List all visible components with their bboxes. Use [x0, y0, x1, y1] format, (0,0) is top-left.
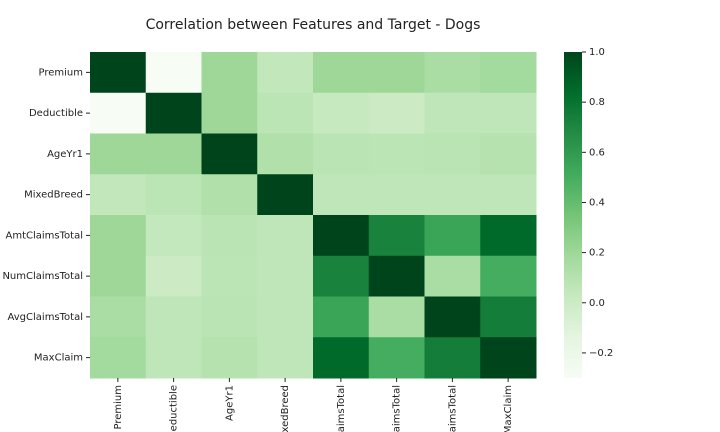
heatmap-cell — [145, 215, 202, 257]
heatmap-cell — [480, 52, 537, 94]
x-tick-label: Premium — [113, 385, 124, 430]
x-tick-label: AgeYr1 — [224, 385, 235, 421]
colorbar-tick-label: −0.2 — [589, 348, 613, 359]
heatmap-cell — [145, 296, 202, 338]
heatmap-cell — [90, 133, 147, 175]
heatmap-cell — [368, 255, 425, 297]
y-tick-label: Premium — [39, 67, 84, 78]
heatmap-cell — [145, 255, 202, 297]
heatmap-cell — [424, 255, 481, 297]
heatmap-cell — [90, 337, 147, 379]
heatmap-cell — [313, 296, 370, 338]
heatmap-cell — [313, 174, 370, 216]
heatmap-cell — [90, 174, 147, 216]
heatmap-cell — [201, 215, 258, 257]
heatmap-cell — [257, 215, 314, 257]
colorbar-tick-label: 1.0 — [589, 47, 605, 58]
heatmap-cell — [424, 133, 481, 175]
heatmap-cell — [368, 174, 425, 216]
heatmap-cell — [368, 92, 425, 134]
heatmap-cell — [480, 174, 537, 216]
heatmap-cell — [201, 133, 258, 175]
heatmap-cell — [201, 255, 258, 297]
heatmap-cell — [480, 133, 537, 175]
x-tick-label: xedBreed — [280, 385, 291, 432]
heatmap-cell — [368, 337, 425, 379]
heatmap-cell — [90, 296, 147, 338]
heatmap-cell — [368, 52, 425, 94]
y-tick-label: AgeYr1 — [47, 149, 83, 160]
heatmap-cell — [90, 92, 147, 134]
heatmap-cell — [145, 52, 202, 94]
heatmap-cell — [90, 215, 147, 257]
heatmap-cell — [145, 92, 202, 134]
heatmap-cell — [201, 52, 258, 94]
heatmap-cell — [480, 337, 537, 379]
heatmap-cell — [424, 92, 481, 134]
y-tick-label: MaxClaim — [34, 353, 83, 364]
heatmap-cell — [90, 52, 147, 94]
heatmap-cell — [201, 296, 258, 338]
heatmap-cell — [313, 255, 370, 297]
y-tick-label: Deductible — [29, 108, 83, 119]
chart-title: Correlation between Features and Target … — [146, 17, 481, 33]
heatmap-cell — [201, 174, 258, 216]
heatmap-cell — [201, 92, 258, 134]
x-tick-label: laimsTotal — [392, 385, 403, 432]
colorbar-tick-label: 0.6 — [589, 147, 605, 158]
colorbar-tick-label: 0.8 — [589, 97, 605, 108]
heatmap-cell — [368, 215, 425, 257]
heatmap-cell — [424, 174, 481, 216]
heatmap-cell — [480, 296, 537, 338]
heatmap-cell — [368, 296, 425, 338]
heatmap-cell — [145, 337, 202, 379]
x-tick-label: laimsTotal — [447, 385, 458, 432]
x-tick-label: MaxClaim — [503, 385, 514, 432]
x-tick-label: eductible — [169, 385, 180, 431]
heatmap-cell — [480, 92, 537, 134]
heatmap-cell — [257, 255, 314, 297]
y-tick-label: NumClaimsTotal — [2, 271, 83, 282]
heatmap-cell — [480, 215, 537, 257]
y-tick-label: AvgClaimsTotal — [8, 312, 84, 323]
heatmap-cell — [424, 52, 481, 94]
heatmap-cell — [257, 133, 314, 175]
heatmap-cell — [313, 92, 370, 134]
heatmap-cell — [257, 174, 314, 216]
heatmap-cell — [145, 174, 202, 216]
heatmap-cell — [424, 337, 481, 379]
heatmap-cell — [90, 255, 147, 297]
heatmap-cell — [257, 337, 314, 379]
heatmap-cell — [480, 255, 537, 297]
colorbar-tick-label: 0.0 — [589, 298, 605, 309]
heatmap-cell — [313, 52, 370, 94]
heatmap-cell — [257, 52, 314, 94]
x-tick-label: laimsTotal — [336, 385, 347, 432]
heatmap-cell — [257, 92, 314, 134]
heatmap-cell — [201, 337, 258, 379]
heatmap-cell — [424, 215, 481, 257]
heatmap-cell — [257, 296, 314, 338]
colorbar-tick-label: 0.2 — [589, 248, 605, 259]
heatmap-cell — [424, 296, 481, 338]
y-tick-label: AmtClaimsTotal — [6, 230, 83, 241]
y-tick-label: MixedBreed — [24, 190, 83, 201]
heatmap-cell — [313, 337, 370, 379]
heatmap-cell — [313, 133, 370, 175]
heatmap-cell — [313, 215, 370, 257]
heatmap-cell — [368, 133, 425, 175]
colorbar — [564, 52, 582, 378]
heatmap-cell — [145, 133, 202, 175]
colorbar-tick-label: 0.4 — [589, 197, 605, 208]
